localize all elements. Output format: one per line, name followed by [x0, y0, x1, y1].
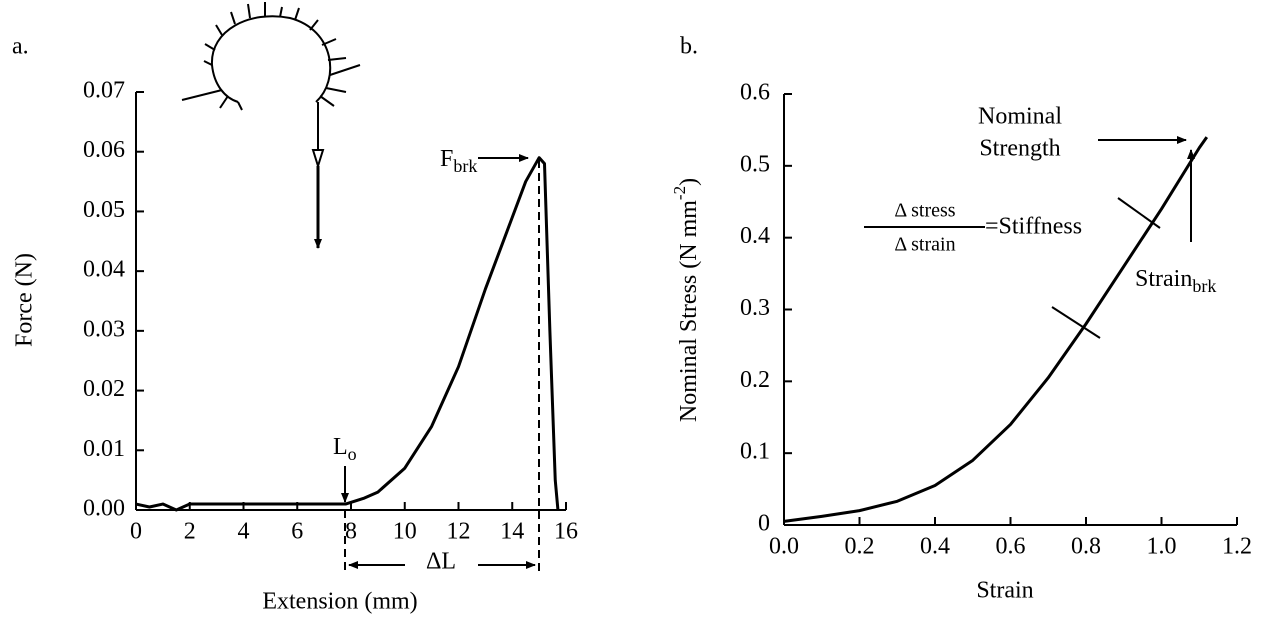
stiffness-annotation: =Stiffness	[985, 214, 1082, 240]
y-tick-label: 0.02	[83, 376, 125, 402]
y-axis-label: Force (N)	[12, 253, 38, 347]
y-tick-label: 0.6	[740, 80, 770, 106]
y-tick-label: 0.4	[740, 223, 770, 249]
y-tick-label: 0.05	[83, 197, 125, 223]
y-tick-label: 0.1	[740, 439, 770, 465]
panel-label: b.	[680, 34, 698, 60]
strain-text: Strain	[1135, 266, 1192, 292]
strength-annotation: Strength	[979, 136, 1060, 162]
peak-text: F	[440, 146, 453, 172]
y-tick-label: 0.3	[740, 295, 770, 321]
stiffness-numerator: Δ stress	[894, 200, 955, 222]
onset-sub: o	[348, 444, 357, 464]
x-tick-label: 8	[345, 519, 357, 545]
onset-annotation: Lo	[333, 434, 357, 465]
y-tick-label: 0	[758, 511, 770, 537]
x-tick-label: 0	[130, 519, 142, 545]
y-tick-label: 0.03	[83, 316, 125, 342]
x-tick-label: 10	[393, 519, 417, 545]
extension-annotation: ΔL	[426, 549, 456, 575]
data-line	[783, 136, 1209, 523]
onset-text: L	[333, 434, 348, 460]
y-tick-label: 0.07	[83, 78, 125, 104]
y-axis-label: Nominal Stress (N mm-2)	[670, 178, 702, 422]
y-tick-label: 0.01	[83, 436, 125, 462]
x-tick-label: 2	[184, 519, 196, 545]
x-tick-label: 4	[238, 519, 250, 545]
x-tick-label: 1.2	[1222, 534, 1252, 560]
y-tick-label: 0.00	[83, 496, 125, 522]
peak-annotation: Fbrk	[440, 146, 477, 177]
x-tick-label: 6	[291, 519, 303, 545]
x-tick-label: 14	[500, 519, 524, 545]
x-tick-label: 16	[554, 519, 578, 545]
y-tick-label: 0.06	[83, 137, 125, 163]
x-tick-label: 0.2	[845, 534, 875, 560]
strength-annotation: Nominal	[978, 104, 1062, 130]
x-tick-label: 12	[447, 519, 471, 545]
x-tick-label: 0.6	[996, 534, 1026, 560]
stiffness-denominator: Δ strain	[894, 234, 955, 256]
stiffness-mark	[1051, 306, 1101, 339]
x-axis-label: Strain	[976, 578, 1033, 604]
x-axis-label: Extension (mm)	[262, 589, 417, 615]
y-label-end: )	[676, 178, 702, 186]
y-label-text: Nominal Stress (N mm	[676, 200, 702, 422]
strain-sub: brk	[1192, 276, 1216, 296]
panel-label: a.	[12, 34, 29, 60]
data-line	[135, 156, 560, 512]
specimen-drawing	[181, 2, 361, 249]
x-tick-label: 0.0	[769, 534, 799, 560]
y-tick-label: 0.5	[740, 151, 770, 177]
y-tick-label: 0.04	[83, 257, 125, 283]
x-tick-label: 0.4	[920, 534, 950, 560]
peak-sub: brk	[453, 156, 477, 176]
y-tick-label: 0.2	[740, 367, 770, 393]
breaking-strain-annotation: Strainbrk	[1135, 266, 1216, 297]
y-label-sup: -2	[670, 186, 689, 200]
x-tick-label: 1.0	[1147, 534, 1177, 560]
x-tick-label: 0.8	[1071, 534, 1101, 560]
